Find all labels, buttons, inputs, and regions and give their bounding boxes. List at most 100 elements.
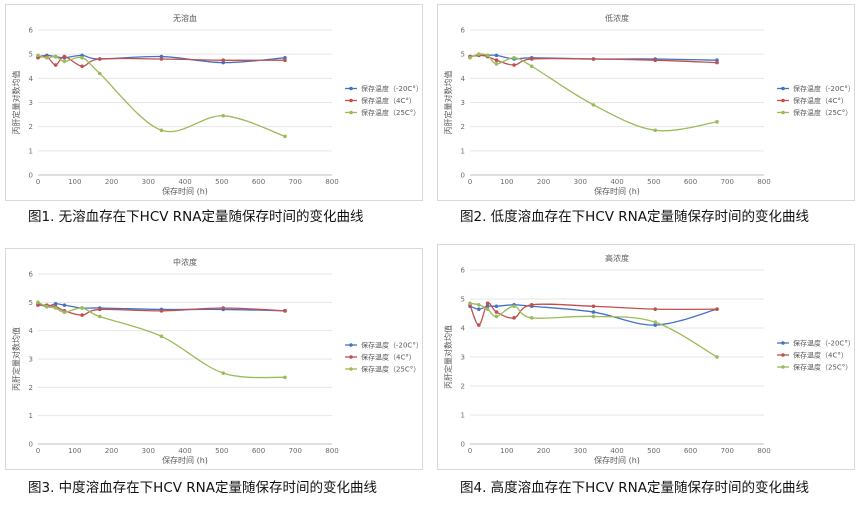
legend-swatch-marker <box>781 353 785 357</box>
data-point-series-3 <box>159 128 164 133</box>
data-point-series-3 <box>159 334 164 339</box>
x-tick-label: 100 <box>68 178 81 186</box>
legend-label: 保存温度（25C°） <box>793 108 852 117</box>
data-point-series-3 <box>494 314 499 319</box>
figure-caption-2: 图2. 低度溶血存在下HCV RNA定量随保存时间的变化曲线 <box>460 209 809 225</box>
y-tick-label: 3 <box>461 99 465 107</box>
data-point-series-3 <box>591 314 596 319</box>
x-tick-label: 300 <box>574 178 587 186</box>
data-point-series-2 <box>529 57 534 61</box>
data-point-series-1 <box>477 307 481 311</box>
legend-swatch-marker <box>349 355 353 359</box>
x-tick-label: 400 <box>610 178 623 186</box>
y-tick-label: 4 <box>29 327 34 335</box>
y-tick-label: 5 <box>29 51 33 59</box>
y-tick-label: 2 <box>29 123 33 131</box>
data-point-series-3 <box>45 55 49 60</box>
chart-title: 低浓度 <box>605 13 629 23</box>
y-axis-label: 丙肝定量对数均值 <box>11 71 21 135</box>
data-point-series-3 <box>653 320 658 324</box>
x-axis-label: 保存时间 (h) <box>162 455 208 465</box>
y-tick-label: 4 <box>461 75 466 83</box>
x-tick-label: 800 <box>757 447 770 455</box>
x-tick-label: 0 <box>36 178 40 186</box>
legend-swatch-marker <box>781 110 785 115</box>
data-point-series-2 <box>653 58 658 63</box>
y-tick-label: 5 <box>461 51 465 59</box>
x-tick-label: 800 <box>325 447 338 455</box>
legend-label: 保存温度（-20C°） <box>793 339 855 348</box>
y-tick-label: 0 <box>461 172 465 180</box>
data-point-series-2 <box>36 303 40 307</box>
legend-label: 保存温度（4C°） <box>793 96 848 105</box>
data-point-series-3 <box>494 62 499 66</box>
chart-svg-4: 高浓度 0 1 2 3 4 5 6 0 100 200 300 400 500 600 700 800 保存时间 … <box>437 244 855 470</box>
x-tick-label: 400 <box>610 447 623 455</box>
legend-swatch-marker <box>781 341 785 345</box>
data-point-series-2 <box>512 316 516 320</box>
data-point-series-1 <box>53 301 58 306</box>
x-tick-label: 100 <box>500 447 513 455</box>
y-tick-label: 0 <box>29 172 33 180</box>
data-point-series-2 <box>485 301 490 306</box>
data-point-series-3 <box>715 355 719 359</box>
x-tick-label: 600 <box>684 178 697 186</box>
legend-label: 保存温度（25C°） <box>361 365 420 374</box>
legend-label: 保存温度（25C°） <box>361 108 420 117</box>
x-axis-label: 保存时间 (h) <box>162 186 208 196</box>
x-tick-label: 200 <box>537 447 550 455</box>
data-point-series-3 <box>529 64 534 69</box>
figure-caption-3: 图3. 中度溶血存在下HCV RNA定量随保存时间的变化曲线 <box>28 480 377 496</box>
data-point-series-3 <box>53 54 58 59</box>
data-point-series-3 <box>62 310 67 315</box>
data-point-series-3 <box>512 55 516 60</box>
x-tick-label: 200 <box>105 447 118 455</box>
x-tick-label: 300 <box>574 447 587 455</box>
x-tick-label: 400 <box>178 178 191 186</box>
legend-label: 保存温度（-20C°） <box>793 84 855 93</box>
y-tick-label: 6 <box>461 267 466 275</box>
y-tick-label: 6 <box>29 271 34 279</box>
legend-label: 保存温度（-20C°） <box>361 84 423 93</box>
legend-swatch-marker <box>349 367 353 371</box>
data-point-series-3 <box>53 306 58 310</box>
x-tick-label: 500 <box>647 447 660 455</box>
y-tick-label: 4 <box>461 325 466 333</box>
data-point-series-1 <box>494 53 499 58</box>
legend-swatch-marker <box>349 98 353 103</box>
data-point-series-1 <box>653 323 658 327</box>
chart-svg-1: 无溶血 0 1 2 3 4 5 6 0 100 200 300 400 500 600 700 800 保存时间 … <box>5 4 423 201</box>
y-tick-label: 5 <box>29 299 33 307</box>
data-point-series-2 <box>715 60 719 65</box>
y-tick-label: 0 <box>461 441 465 449</box>
data-point-series-2 <box>715 307 719 311</box>
data-point-series-1 <box>591 310 596 314</box>
data-point-series-2 <box>283 58 287 63</box>
chart-svg-2: 低浓度 0 1 2 3 4 5 6 0 100 200 300 400 500 600 700 800 保存时间 … <box>437 4 855 201</box>
x-tick-label: 700 <box>289 447 302 455</box>
x-tick-label: 700 <box>289 178 302 186</box>
data-point-series-3 <box>468 301 472 306</box>
data-point-series-2 <box>62 54 67 59</box>
data-point-series-2 <box>159 57 164 61</box>
legend-label: 保存温度（4C°） <box>361 96 416 105</box>
y-tick-label: 1 <box>29 147 33 155</box>
y-tick-label: 2 <box>461 123 465 131</box>
y-tick-label: 1 <box>461 147 465 155</box>
data-point-series-2 <box>494 58 499 63</box>
figure-caption-1: 图1. 无溶血存在下HCV RNA定量随保存时间的变化曲线 <box>28 209 364 225</box>
data-point-series-3 <box>97 71 102 76</box>
data-point-series-2 <box>221 58 226 63</box>
y-tick-label: 0 <box>29 441 33 449</box>
x-tick-label: 100 <box>68 447 81 455</box>
data-point-series-3 <box>468 55 472 60</box>
data-point-series-2 <box>591 304 596 309</box>
x-tick-label: 0 <box>468 178 472 186</box>
data-point-series-3 <box>62 59 67 64</box>
y-axis-label: 丙肝定量对数均值 <box>443 325 453 389</box>
x-tick-label: 0 <box>36 447 40 455</box>
y-tick-label: 4 <box>29 75 34 83</box>
x-tick-label: 500 <box>215 178 228 186</box>
y-tick-label: 6 <box>461 27 466 35</box>
legend-swatch-marker <box>781 98 785 103</box>
